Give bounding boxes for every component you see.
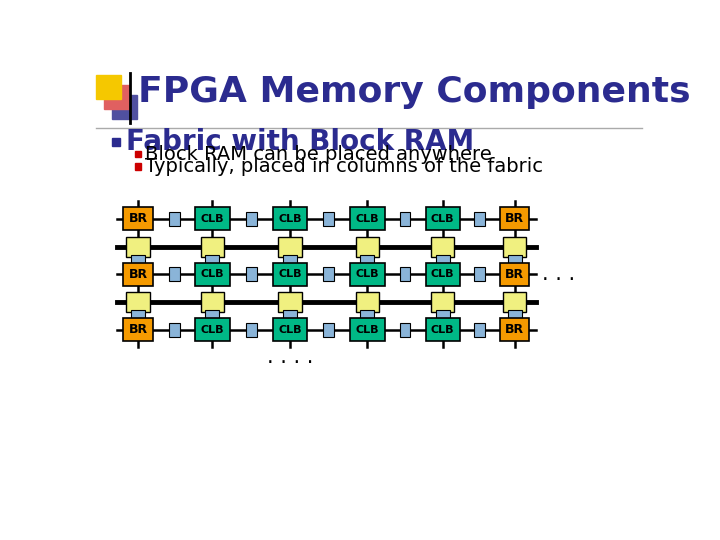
Bar [205, 310, 220, 320]
Bar [168, 212, 179, 226]
Bar [356, 292, 379, 312]
Text: CLB: CLB [431, 325, 454, 335]
Bar [135, 151, 141, 157]
Bar [474, 267, 485, 281]
Text: CLB: CLB [201, 325, 224, 335]
Bar [426, 318, 459, 341]
Bar [273, 318, 307, 341]
Text: Block RAM can be placed anywhere: Block RAM can be placed anywhere [145, 145, 492, 164]
Text: BR: BR [505, 212, 524, 225]
Text: . . . .: . . . . [267, 347, 313, 367]
Bar [426, 207, 459, 231]
Bar [500, 207, 529, 231]
Bar [508, 255, 522, 264]
Bar [279, 237, 302, 256]
Bar [323, 212, 334, 226]
Bar [503, 237, 526, 256]
Bar [351, 207, 384, 231]
Bar [168, 267, 179, 281]
Bar [323, 267, 334, 281]
Bar [356, 237, 379, 256]
Bar [123, 207, 153, 231]
Bar [112, 95, 137, 119]
Bar [205, 255, 220, 264]
Bar [131, 255, 145, 264]
Bar [400, 323, 410, 336]
Bar [168, 323, 179, 336]
Bar [400, 212, 410, 226]
Bar [127, 292, 150, 312]
Bar [195, 207, 230, 231]
Text: FPGA Memory Components: FPGA Memory Components [138, 75, 690, 109]
Text: Typically, placed in columns of the fabric: Typically, placed in columns of the fabr… [145, 157, 543, 176]
Bar [246, 323, 256, 336]
Bar [351, 262, 384, 286]
Bar [123, 262, 153, 286]
Bar [400, 267, 410, 281]
Bar [112, 138, 120, 146]
Text: CLB: CLB [356, 269, 379, 279]
Bar [508, 310, 522, 320]
Bar [283, 310, 297, 320]
Bar [500, 318, 529, 341]
Bar [431, 237, 454, 256]
Text: CLB: CLB [431, 214, 454, 224]
Bar [431, 292, 454, 312]
Text: CLB: CLB [278, 214, 302, 224]
Bar [195, 262, 230, 286]
Bar [273, 262, 307, 286]
Bar [323, 323, 334, 336]
Text: BR: BR [128, 323, 148, 336]
Text: CLB: CLB [278, 269, 302, 279]
Text: CLB: CLB [431, 269, 454, 279]
Bar [500, 262, 529, 286]
Bar [127, 237, 150, 256]
Bar [195, 318, 230, 341]
Text: BR: BR [128, 212, 148, 225]
Bar [123, 318, 153, 341]
Text: CLB: CLB [356, 214, 379, 224]
Bar [104, 85, 129, 110]
Text: CLB: CLB [201, 269, 224, 279]
Bar [201, 292, 224, 312]
Bar [135, 164, 141, 170]
Text: CLB: CLB [356, 325, 379, 335]
Bar [436, 255, 449, 264]
Bar [201, 237, 224, 256]
Bar [361, 310, 374, 320]
Text: . . .: . . . [542, 264, 575, 284]
Bar [474, 323, 485, 336]
Bar [426, 262, 459, 286]
Text: CLB: CLB [278, 325, 302, 335]
Bar [436, 310, 449, 320]
Bar [361, 255, 374, 264]
Text: BR: BR [505, 268, 524, 281]
Bar [273, 207, 307, 231]
Bar [246, 267, 256, 281]
Text: BR: BR [128, 268, 148, 281]
Bar [131, 310, 145, 320]
Bar [283, 255, 297, 264]
Text: CLB: CLB [201, 214, 224, 224]
Text: BR: BR [505, 323, 524, 336]
Bar [279, 292, 302, 312]
Bar [96, 75, 121, 99]
Bar [246, 212, 256, 226]
Bar [351, 318, 384, 341]
Text: Fabric with Block RAM: Fabric with Block RAM [126, 128, 474, 156]
Bar [474, 212, 485, 226]
Bar [503, 292, 526, 312]
